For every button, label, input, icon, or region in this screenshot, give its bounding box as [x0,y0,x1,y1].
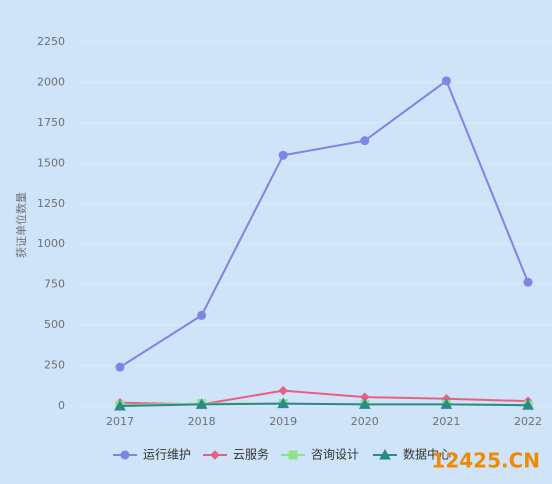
marker [441,76,451,86]
x-tick-label: 2021 [432,415,460,428]
y-tick-label: 2000 [37,75,65,88]
marker [120,450,130,460]
marker [278,150,288,160]
y-tick-label: 1500 [37,156,65,169]
legend-label: 运行维护 [143,448,191,462]
y-tick-label: 1000 [37,237,65,250]
marker [278,385,288,396]
legend-label: 咨询设计 [311,447,359,462]
legend-label: 数据中心 [403,447,451,462]
x-tick-label: 2020 [351,415,379,428]
y-tick-label: 1750 [37,116,65,129]
x-tick-label: 2022 [514,415,542,428]
marker [115,362,125,372]
y-tick-label: 500 [44,318,65,331]
x-tick-label: 2018 [188,415,216,428]
marker [277,397,290,409]
marker [358,398,371,409]
marker [195,398,208,409]
x-tick-label: 2019 [269,415,297,428]
legend-label: 云服务 [233,447,269,462]
y-tick-label: 0 [58,399,65,412]
marker [522,399,534,410]
marker [210,450,220,460]
marker [440,398,453,409]
series-line [119,389,529,406]
series-line [119,79,529,369]
y-tick-label: 250 [44,359,65,372]
marker [114,399,126,411]
y-tick-label: 750 [44,278,65,291]
marker [523,277,533,287]
marker [197,310,207,320]
y-tick-label: 2250 [37,35,65,48]
watermark: 12425.CN [431,449,540,473]
series-line [119,402,529,407]
y-axis-label: 获证单位数量 [14,192,28,258]
marker [379,448,391,460]
marker [288,450,298,460]
x-tick-label: 2017 [106,415,134,428]
marker [360,136,370,146]
y-tick-label: 1250 [37,197,65,210]
